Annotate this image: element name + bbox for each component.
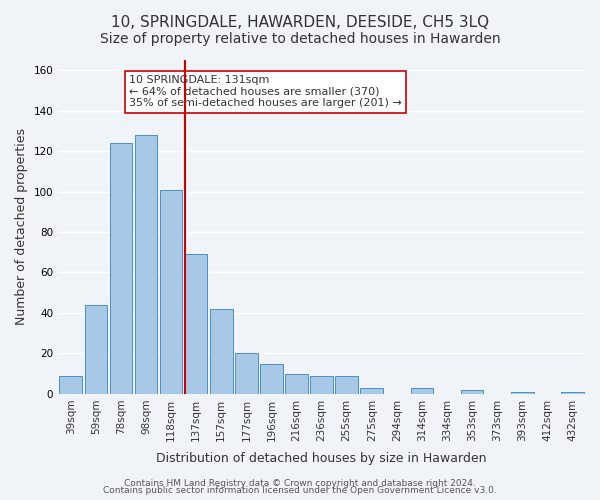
Bar [285, 374, 308, 394]
Bar [410, 388, 433, 394]
Bar [235, 354, 257, 394]
Text: 10, SPRINGDALE, HAWARDEN, DEESIDE, CH5 3LQ: 10, SPRINGDALE, HAWARDEN, DEESIDE, CH5 3… [111, 15, 489, 30]
Text: Contains HM Land Registry data © Crown copyright and database right 2024.: Contains HM Land Registry data © Crown c… [124, 478, 476, 488]
Bar [59, 376, 82, 394]
Bar [335, 376, 358, 394]
Text: 10 SPRINGDALE: 131sqm
← 64% of detached houses are smaller (370)
35% of semi-det: 10 SPRINGDALE: 131sqm ← 64% of detached … [129, 75, 402, 108]
Bar [185, 254, 208, 394]
Y-axis label: Number of detached properties: Number of detached properties [15, 128, 28, 326]
Bar [110, 143, 132, 394]
X-axis label: Distribution of detached houses by size in Hawarden: Distribution of detached houses by size … [157, 452, 487, 465]
Bar [260, 364, 283, 394]
Bar [361, 388, 383, 394]
Text: Contains public sector information licensed under the Open Government Licence v3: Contains public sector information licen… [103, 486, 497, 495]
Bar [461, 390, 484, 394]
Text: Size of property relative to detached houses in Hawarden: Size of property relative to detached ho… [100, 32, 500, 46]
Bar [210, 309, 233, 394]
Bar [310, 376, 333, 394]
Bar [160, 190, 182, 394]
Bar [561, 392, 584, 394]
Bar [85, 305, 107, 394]
Bar [511, 392, 533, 394]
Bar [134, 135, 157, 394]
